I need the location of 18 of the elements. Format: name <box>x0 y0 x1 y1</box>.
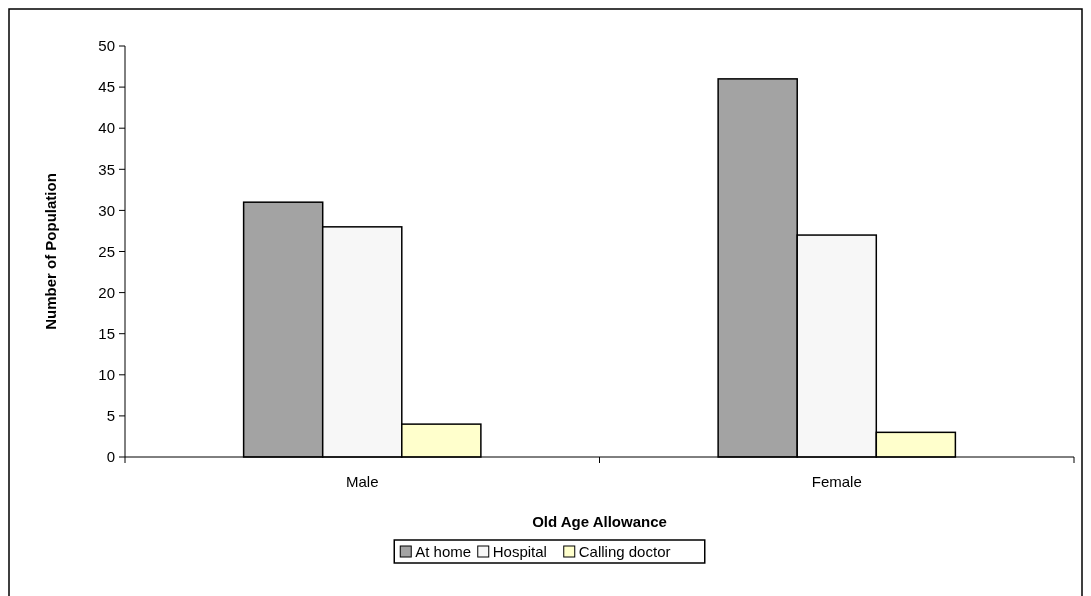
legend-label: At home <box>415 543 472 561</box>
y-axis-title: Number of Population <box>42 173 59 330</box>
legend-label: Calling doctor <box>578 543 671 561</box>
y-tick-label: 35 <box>98 160 115 178</box>
y-tick-label: 0 <box>106 448 115 466</box>
y-tick-label: 20 <box>98 283 115 301</box>
y-tick-label: 10 <box>98 366 115 384</box>
y-tick-label: 50 <box>98 37 115 55</box>
y-tick-label: 40 <box>98 119 115 137</box>
y-tick-label: 5 <box>106 407 115 425</box>
y-tick-label: 30 <box>98 201 115 219</box>
x-tick-label: Male <box>345 473 379 490</box>
y-tick-label: 45 <box>98 78 115 96</box>
x-tick-label: Female <box>811 473 862 490</box>
x-axis-title: Old Age Allowance <box>532 513 667 530</box>
y-tick-label: 15 <box>98 324 115 342</box>
y-tick-label: 25 <box>98 242 115 260</box>
legend-label: Hospital <box>492 543 547 561</box>
